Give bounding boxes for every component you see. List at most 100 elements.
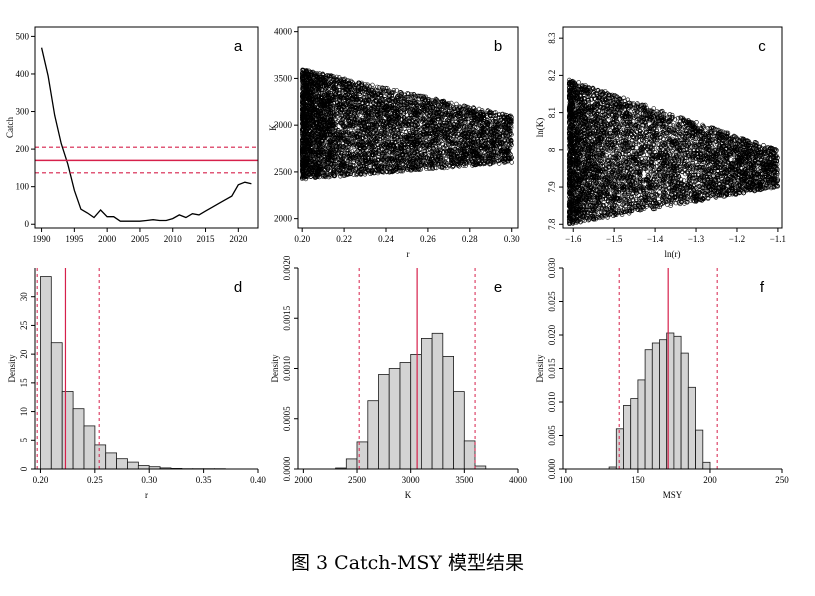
- scatter-point: [325, 160, 330, 165]
- scatter-point: [391, 88, 396, 93]
- scatter-point: [399, 165, 405, 171]
- scatter-point: [337, 146, 342, 151]
- x-tick-label: 2000: [98, 234, 117, 244]
- scatter-point: [324, 83, 329, 88]
- scatter-point: [400, 168, 405, 173]
- scatter-point: [333, 112, 338, 118]
- x-tick-label: 2010: [164, 234, 183, 244]
- scatter-point: [327, 111, 333, 116]
- scatter-point: [496, 118, 502, 124]
- scatter-point: [484, 145, 489, 150]
- scatter-point: [300, 77, 305, 82]
- scatter-point: [362, 112, 367, 118]
- scatter-point: [330, 106, 335, 111]
- scatter-point: [308, 171, 313, 177]
- scatter-point: [457, 117, 463, 122]
- scatter-point: [458, 119, 463, 124]
- scatter-point: [319, 156, 324, 161]
- scatter-point: [370, 126, 375, 132]
- y-tick-label: 400: [16, 69, 30, 79]
- scatter-point: [332, 95, 338, 100]
- scatter-point: [315, 129, 320, 134]
- scatter-point: [346, 118, 352, 124]
- scatter-point: [454, 119, 459, 125]
- scatter-point: [441, 165, 447, 171]
- scatter-point: [495, 153, 500, 158]
- y-tick-label: 100: [16, 182, 30, 192]
- scatter-point: [383, 85, 389, 91]
- scatter-point: [321, 173, 326, 178]
- scatter-point: [407, 131, 413, 136]
- scatter-point: [385, 118, 391, 124]
- scatter-point: [461, 131, 466, 136]
- scatter-point: [394, 136, 400, 141]
- scatter-point: [382, 96, 388, 102]
- scatter-point: [342, 151, 347, 156]
- scatter-point: [378, 131, 384, 136]
- scatter-point: [334, 108, 339, 113]
- scatter-point: [333, 105, 339, 110]
- scatter-point: [424, 166, 429, 171]
- scatter-point: [453, 105, 458, 110]
- plot-area: [300, 67, 514, 182]
- scatter-point: [395, 134, 400, 139]
- scatter-point: [348, 113, 353, 118]
- scatter-point: [422, 120, 428, 125]
- scatter-point: [340, 155, 346, 161]
- scatter-point: [377, 133, 382, 139]
- scatter-point: [365, 168, 371, 173]
- plot-area: [35, 47, 258, 222]
- x-tick-label: 2005: [131, 234, 150, 244]
- scatter-point: [363, 134, 368, 139]
- scatter-point: [348, 164, 353, 170]
- scatter-point: [377, 85, 382, 90]
- scatter-point: [439, 128, 444, 133]
- scatter-point: [485, 133, 490, 139]
- scatter-point: [408, 146, 414, 151]
- scatter-point: [407, 128, 412, 134]
- panel-label: a: [234, 38, 243, 55]
- scatter-point: [378, 92, 384, 98]
- scatter-point: [404, 139, 409, 144]
- scatter-point: [347, 136, 352, 141]
- catch-series-line: [40, 47, 252, 222]
- scatter-point: [347, 165, 353, 170]
- scatter-point: [485, 119, 490, 125]
- x-tick-label: 1995: [65, 234, 84, 244]
- scatter-point: [353, 166, 359, 171]
- figure-canvas: 1990 1995 2000 2005 2010 2015 2020010020030040…: [5, 26, 789, 500]
- scatter-point: [404, 165, 410, 171]
- scatter-point: [444, 121, 449, 126]
- panel-a: 1990 1995 2000 2005 2010 2015 2020010020030040…: [5, 26, 259, 244]
- scatter-point: [376, 126, 382, 131]
- scatter-point: [385, 134, 390, 139]
- scatter-point: [334, 120, 339, 125]
- scatter-point: [493, 131, 498, 136]
- scatter-point: [359, 169, 364, 175]
- scatter-point: [367, 89, 372, 94]
- scatter-point: [434, 157, 439, 162]
- scatter-point: [420, 152, 425, 157]
- y-tick-label: 300: [16, 107, 30, 117]
- scatter-point: [332, 75, 337, 81]
- scatter-point: [432, 165, 438, 170]
- scatter-point: [414, 126, 419, 132]
- scatter-point: [424, 148, 430, 153]
- scatter-point: [418, 163, 424, 168]
- scatter-point: [329, 79, 334, 85]
- scatter-point: [397, 168, 402, 173]
- y-tick-label: 200: [16, 144, 30, 154]
- scatter-point: [427, 165, 432, 170]
- scatter-point: [340, 170, 345, 175]
- scatter-point: [406, 141, 412, 146]
- panel-b: 0.20 0.22 0.24 0.26 0.28 0.302000250030003500…: [268, 26, 520, 259]
- scatter-point: [405, 122, 410, 127]
- scatter-point: [396, 114, 401, 120]
- scatter-point: [348, 171, 353, 176]
- scatter-point: [320, 174, 326, 179]
- scatter-point: [376, 145, 382, 150]
- scatter-point: [351, 144, 357, 150]
- scatter-point: [375, 84, 380, 90]
- scatter-point: [413, 158, 418, 163]
- scatter-point: [444, 142, 449, 147]
